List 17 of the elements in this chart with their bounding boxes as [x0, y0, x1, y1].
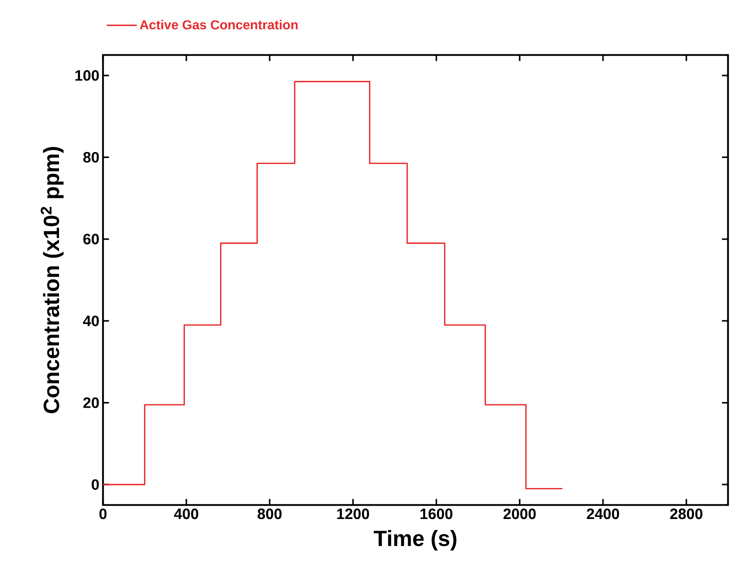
y-tick-label: 80: [83, 152, 99, 163]
y-tick-label: 60: [83, 234, 99, 244]
x-tick-label: 0: [99, 508, 107, 520]
x-tick-label: 800: [258, 508, 282, 520]
x-tick-label: 1200: [337, 508, 370, 520]
y-tick-label: 100: [75, 70, 99, 81]
x-tick-label: 400: [174, 508, 198, 520]
y-tick-label: 40: [83, 316, 99, 326]
legend-label: Active Gas Concentration: [140, 20, 298, 30]
x-tick-label: 1600: [420, 508, 452, 520]
y-axis-title: Concentration (x10$^{2}$ ppm): [40, 146, 64, 414]
x-tick-label: 2000: [504, 508, 536, 520]
x-tick-label: 2400: [586, 508, 620, 520]
x-tick-label: 2800: [670, 508, 702, 520]
y-tick-label: 0: [92, 479, 99, 490]
x-axis-title: Time (s): [374, 530, 456, 551]
y-tick-label: 20: [83, 397, 99, 408]
